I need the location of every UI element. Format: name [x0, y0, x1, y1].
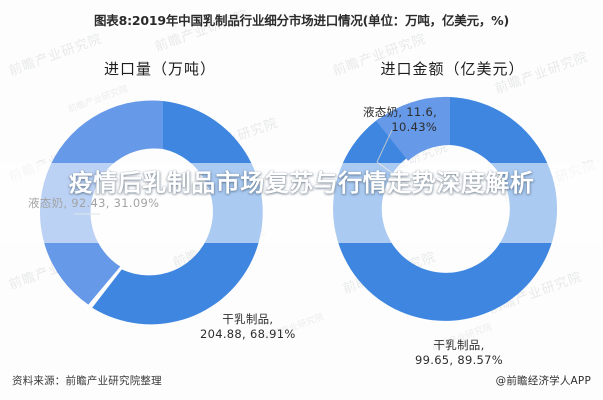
chart-title-import-value: 进口金额（亿美元）	[380, 60, 525, 78]
overlay-scrim	[0, 163, 603, 243]
data-label-line: 99.65, 89.57%	[415, 353, 503, 367]
donut-slice-liquid-milk	[39, 100, 164, 305]
data-label-liquid-milk-value: 液态奶, 11.6, 10.43%	[363, 105, 437, 135]
data-label-line: 液态奶, 11.6,	[363, 105, 438, 119]
data-label-line: 10.43%	[391, 120, 438, 134]
data-label-line: 干乳制品,	[433, 338, 485, 352]
donut-chart-import-value	[325, 84, 575, 334]
source-note: 资料来源：前瞻产业研究院整理	[12, 375, 162, 387]
data-label-line: 204.88, 68.91%	[200, 327, 296, 341]
overlay-headline: 疫情后乳制品市场复苏与行情走势深度解析	[68, 169, 535, 197]
chart-title-import-volume: 进口量（万吨）	[103, 60, 216, 78]
donut-slice-dry-dairy	[92, 101, 263, 325]
donut-slice-dry-dairy	[333, 97, 558, 321]
donut-slice-liquid-milk	[376, 96, 450, 161]
chart-panel-import-value: 进口金额（亿美元） 液态奶, 11.6, 10.43% 干乳制品, 99.65,…	[305, 50, 600, 367]
data-label-line: 干乳制品,	[222, 312, 274, 326]
data-label-dry-dairy-volume: 干乳制品, 204.88, 68.91%	[200, 312, 296, 342]
app-credit: @前瞻经济学人APP	[495, 375, 591, 387]
figure-title: 图表8:2019年中国乳制品行业细分市场进口情况(单位：万吨，亿美元，%)	[93, 13, 510, 28]
data-label-dry-dairy-value: 干乳制品, 99.65, 89.57%	[415, 338, 503, 368]
